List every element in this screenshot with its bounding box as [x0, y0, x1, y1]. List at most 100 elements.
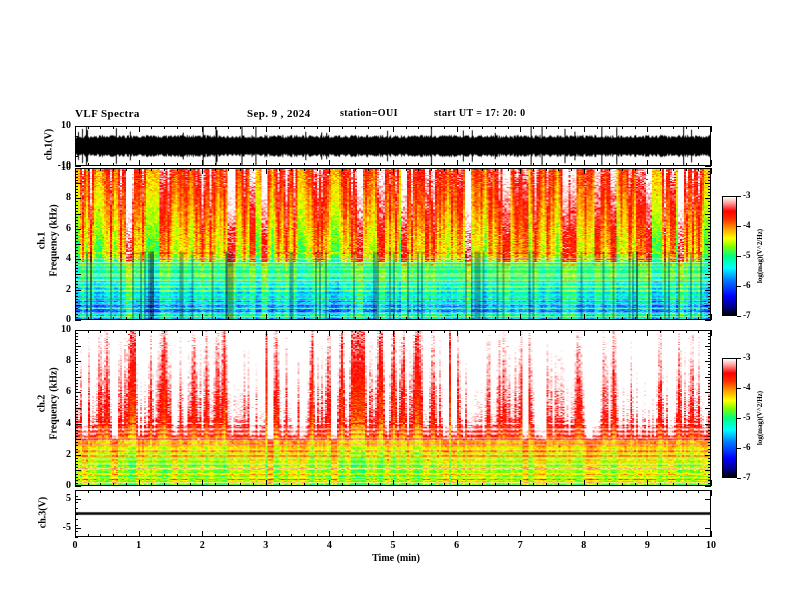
y-tick — [75, 473, 78, 475]
x-tick — [329, 314, 331, 320]
y-tick — [708, 271, 711, 273]
x-tick — [164, 317, 165, 320]
x-tick — [558, 534, 560, 537]
y-tick — [75, 166, 78, 167]
x-tick — [316, 534, 318, 537]
x-tick — [507, 317, 509, 320]
x-tick — [380, 490, 382, 493]
x-tick — [698, 330, 700, 333]
x-tick — [367, 483, 369, 486]
x-tick — [240, 490, 242, 493]
y-tick — [75, 454, 81, 456]
x-tick — [672, 330, 674, 333]
x-tick — [609, 168, 611, 171]
x-tick — [164, 483, 165, 486]
x-tick — [558, 483, 560, 486]
y-tick — [75, 268, 78, 270]
x-tick — [291, 330, 293, 333]
y-tick — [75, 490, 78, 491]
y-tick — [75, 383, 78, 384]
x-tick — [253, 317, 255, 320]
y-tick — [708, 386, 711, 388]
x-tick — [304, 330, 305, 333]
y-tick — [75, 528, 81, 530]
y-tick — [705, 439, 711, 441]
x-tick — [571, 163, 573, 166]
x-tick — [214, 483, 216, 486]
x-tick — [354, 317, 356, 320]
x-tick — [672, 490, 674, 493]
x-tick — [685, 534, 687, 537]
x-tick — [151, 490, 153, 493]
y-tick — [75, 228, 81, 230]
x-tick — [596, 490, 598, 493]
y-tick — [708, 367, 711, 369]
y-tick — [75, 304, 81, 306]
y-tick — [75, 486, 81, 487]
x-tick — [443, 126, 445, 129]
x-tick — [367, 317, 369, 320]
x-tick — [278, 126, 280, 129]
x-tick — [609, 163, 611, 166]
x-tick — [151, 330, 153, 333]
x-tick — [164, 534, 165, 537]
x-tick — [622, 317, 623, 320]
y-tick — [705, 486, 711, 487]
x-tick — [189, 317, 191, 320]
y-tick — [75, 439, 81, 441]
y-tick — [75, 177, 78, 179]
x-tick — [380, 317, 382, 320]
x-tick — [596, 330, 598, 333]
y-tick — [708, 177, 711, 179]
x-tick — [253, 490, 255, 493]
x-tick — [342, 163, 344, 166]
x-tick — [431, 317, 433, 320]
y-tick — [708, 355, 711, 356]
colorbar-tick — [737, 388, 741, 389]
x-tick — [558, 126, 560, 129]
x-tick — [634, 534, 636, 537]
x-tick — [405, 330, 407, 333]
y-tick — [708, 310, 711, 312]
y-tick — [708, 204, 711, 206]
x-tick — [227, 168, 229, 171]
x-tick — [189, 163, 191, 166]
y-tick — [75, 234, 78, 236]
x-tick — [214, 330, 216, 333]
y-tick — [705, 228, 711, 230]
x-tick — [532, 126, 534, 129]
colorbar-tick-label: -5 — [743, 250, 751, 260]
x-tick — [393, 330, 394, 336]
x-tick — [456, 480, 458, 486]
x-tick — [647, 330, 649, 336]
y-tick — [75, 426, 78, 428]
y-tick — [708, 295, 711, 297]
y-tick-label: -10 — [57, 160, 71, 171]
x-tick — [443, 534, 445, 537]
x-tick — [469, 330, 471, 333]
x-tick — [164, 126, 165, 129]
x-tick — [660, 168, 662, 171]
x-tick — [558, 490, 560, 493]
x-tick — [291, 483, 293, 486]
x-tick — [482, 126, 483, 129]
x-tick-label: 1 — [136, 540, 142, 551]
y-tick — [75, 301, 78, 303]
y-tick — [75, 379, 78, 381]
x-tick — [685, 168, 687, 171]
x-tick — [329, 531, 331, 537]
y-tick — [708, 379, 711, 381]
y-tick — [708, 298, 711, 300]
x-tick — [214, 163, 216, 166]
x-tick — [354, 163, 356, 166]
x-tick — [418, 490, 420, 493]
y-tick — [75, 280, 78, 282]
x-tick — [698, 163, 700, 166]
y-tick — [75, 513, 78, 515]
x-tick — [711, 160, 712, 166]
x-tick — [113, 490, 115, 493]
y-tick-label: 5 — [66, 492, 71, 504]
y-tick — [75, 283, 78, 285]
colorbar-tick-label: -3 — [743, 352, 751, 362]
x-tick — [431, 126, 433, 129]
